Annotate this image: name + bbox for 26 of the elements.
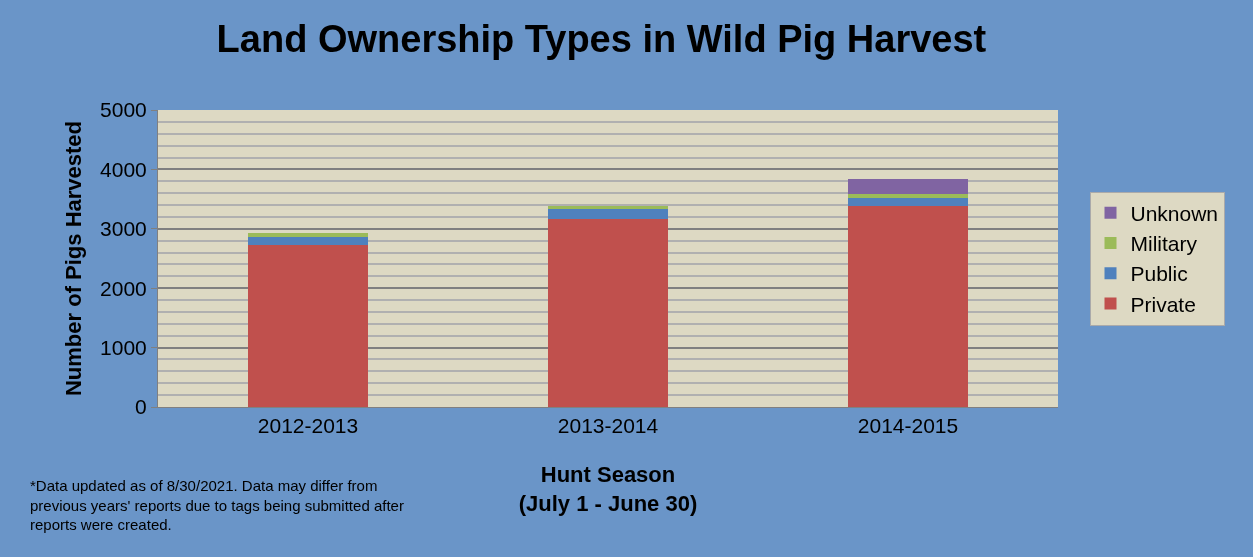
legend-label: Private: [1130, 292, 1196, 316]
chart-title: Land Ownership Types in Wild Pig Harvest: [216, 17, 987, 60]
bar: [848, 197, 968, 207]
y-tick-label: 2000: [100, 276, 147, 300]
x-tick-label: 2014-2015: [857, 414, 959, 438]
bar: [248, 245, 368, 407]
y-tick-label: 5000: [100, 98, 147, 122]
legend-label: Public: [1130, 262, 1188, 286]
x-tick-label: 2012-2013: [257, 414, 359, 438]
y-tick-label: 4000: [100, 157, 147, 181]
bar: [548, 209, 668, 219]
bar: [548, 218, 668, 407]
bar: [848, 194, 968, 198]
x-tick-label: 2013-2014: [557, 414, 659, 438]
bar: [248, 232, 368, 237]
x-axis-title: Hunt Season (July 1 - June 30): [518, 462, 698, 516]
y-tick-label: 3000: [100, 217, 147, 241]
y-tick-label: 1000: [100, 335, 147, 359]
text: *Data updated as of 8/30/2021. Data may differ from previous years' reports due to tags being submitted after reports were created.: [30, 477, 404, 533]
bar: [248, 236, 368, 246]
legend-label: Military: [1130, 232, 1198, 256]
y-axis-title: Number of Pigs Harvested: [60, 120, 86, 397]
bar: [848, 178, 968, 195]
bar: [848, 206, 968, 407]
legend-label: Unknown: [1130, 201, 1219, 225]
y-tick-label: 0: [135, 395, 147, 419]
